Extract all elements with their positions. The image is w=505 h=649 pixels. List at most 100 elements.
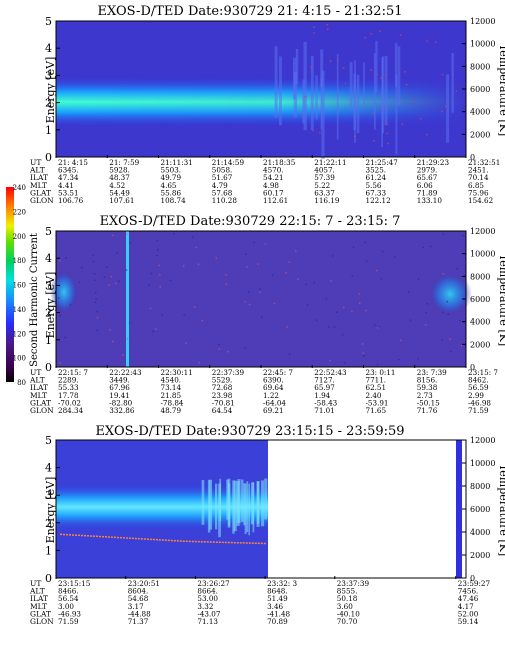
orbit-value: 8648. bbox=[267, 587, 288, 596]
streak bbox=[373, 53, 376, 130]
y2tick-label: 2000 bbox=[470, 551, 490, 560]
orbit-value: 17.78 bbox=[58, 391, 79, 400]
orbit-value: -46.93 bbox=[58, 609, 81, 618]
y2tick-label: 10000 bbox=[470, 250, 495, 259]
orbit-value: 23:15: 7 bbox=[468, 368, 498, 377]
noise-dot bbox=[273, 302, 276, 305]
orbit-value: 21:22:11 bbox=[314, 158, 346, 167]
noise-dot bbox=[442, 273, 444, 275]
noise-dot bbox=[336, 59, 339, 62]
panel-2-title: EXOS-D/TED Date:930729 22:15: 7 - 23:15:… bbox=[100, 214, 401, 229]
noise-dot bbox=[94, 279, 96, 281]
noise-dot bbox=[95, 298, 97, 300]
noise-dot bbox=[261, 316, 263, 318]
panel-2-left-blob bbox=[50, 270, 78, 314]
noise-dot bbox=[315, 319, 318, 321]
orbit-value: 1.22 bbox=[263, 391, 279, 400]
orbit-value: 21:29:23 bbox=[417, 158, 450, 167]
streak bbox=[209, 479, 213, 530]
orbit-value: 23:20:51 bbox=[128, 579, 160, 588]
colorbar-label: Second Harmonic Current bbox=[29, 233, 40, 367]
orbit-value: 23:32: 3 bbox=[267, 579, 297, 588]
orbit-value: 284.34 bbox=[58, 406, 84, 415]
orbit-value: 21:11:31 bbox=[161, 158, 193, 167]
orbit-value: 23:59:27 bbox=[458, 579, 491, 588]
noise-dot bbox=[342, 67, 345, 69]
noise-dot bbox=[417, 358, 419, 360]
orbit-value: -43.07 bbox=[197, 609, 220, 618]
noise-dot bbox=[460, 344, 463, 347]
noise-dot bbox=[271, 274, 274, 276]
ytick-label: 0 bbox=[45, 361, 52, 374]
orbit-value: 72.68 bbox=[212, 383, 233, 392]
noise-dot bbox=[424, 324, 427, 326]
noise-dot bbox=[370, 69, 372, 71]
orbit-row-label: UT bbox=[30, 368, 41, 377]
streak bbox=[395, 74, 398, 155]
orbit-value: 332.86 bbox=[109, 406, 135, 415]
streak bbox=[250, 482, 254, 525]
noise-dot bbox=[361, 343, 364, 345]
orbit-value: 50.18 bbox=[337, 594, 358, 603]
colorbar-tick: 180 bbox=[13, 257, 26, 265]
noise-dot bbox=[156, 239, 159, 242]
orbit-value: 6345. bbox=[58, 166, 79, 175]
orbit-value: 71.89 bbox=[417, 188, 438, 197]
y2tick-label: 4000 bbox=[470, 528, 490, 537]
noise-dot bbox=[341, 334, 344, 336]
noise-dot bbox=[378, 326, 380, 328]
panel-1-streaks bbox=[274, 24, 458, 159]
colorbar-ticks: 240 220 200 180 160 140 120 100 80 bbox=[13, 184, 26, 387]
noise-dot bbox=[64, 336, 67, 339]
orbit-value: 7127. bbox=[314, 376, 335, 385]
panel-1-y2label: Temperature [K] bbox=[497, 44, 505, 136]
y2tick-label: 8000 bbox=[470, 62, 490, 71]
orbit-value: 7711. bbox=[366, 376, 387, 385]
ytick-label: 5 bbox=[45, 434, 52, 447]
orbit-value: 67.33 bbox=[366, 188, 387, 197]
noise-dot bbox=[93, 273, 96, 275]
streak bbox=[356, 74, 360, 134]
noise-dot bbox=[386, 132, 388, 135]
orbit-value: 5.56 bbox=[366, 181, 382, 190]
noise-dot bbox=[244, 347, 246, 349]
colorbar-tick: 240 bbox=[13, 184, 26, 192]
orbit-value: 62.51 bbox=[366, 383, 387, 392]
orbit-row-label: MLT bbox=[30, 391, 47, 400]
orbit-value: 22:30:11 bbox=[161, 368, 193, 377]
orbit-value: 112.61 bbox=[263, 196, 288, 205]
noise-dot bbox=[80, 266, 83, 269]
streak bbox=[201, 480, 205, 525]
orbit-value: 8604. bbox=[128, 587, 149, 596]
orbit-value: 133.10 bbox=[417, 196, 443, 205]
orbit-value: 6.06 bbox=[417, 181, 433, 190]
orbit-row-label: ALT bbox=[29, 376, 45, 385]
orbit-value: 5529. bbox=[212, 376, 233, 385]
orbit-value: 6390. bbox=[263, 376, 284, 385]
orbit-value: 4570. bbox=[263, 166, 284, 175]
orbit-value: 54.49 bbox=[109, 188, 130, 197]
noise-dot bbox=[425, 312, 428, 314]
noise-dot bbox=[394, 256, 396, 258]
noise-dot bbox=[248, 303, 251, 306]
noise-dot bbox=[58, 297, 60, 299]
orbit-value: 2.73 bbox=[417, 391, 433, 400]
orbit-value: -82.80 bbox=[109, 398, 132, 407]
noise-dot bbox=[112, 234, 114, 237]
y2tick-label: 0 bbox=[470, 574, 475, 583]
noise-dot bbox=[445, 105, 447, 107]
y2tick-label: 8000 bbox=[470, 272, 490, 281]
orbit-value: 1.94 bbox=[314, 391, 330, 400]
noise-dot bbox=[295, 250, 297, 252]
orbit-value: -40.10 bbox=[337, 609, 360, 618]
orbit-value: 65.97 bbox=[314, 383, 335, 392]
noise-dot bbox=[149, 307, 152, 310]
orbit-value: 70.14 bbox=[468, 173, 489, 182]
noise-dot bbox=[343, 306, 345, 309]
orbit-value: 5928. bbox=[109, 166, 130, 175]
orbit-row-label: ALT bbox=[29, 166, 45, 175]
noise-dot bbox=[330, 280, 332, 282]
noise-dot bbox=[326, 24, 328, 26]
noise-dot bbox=[129, 321, 131, 324]
orbit-value: 2451. bbox=[468, 166, 489, 175]
